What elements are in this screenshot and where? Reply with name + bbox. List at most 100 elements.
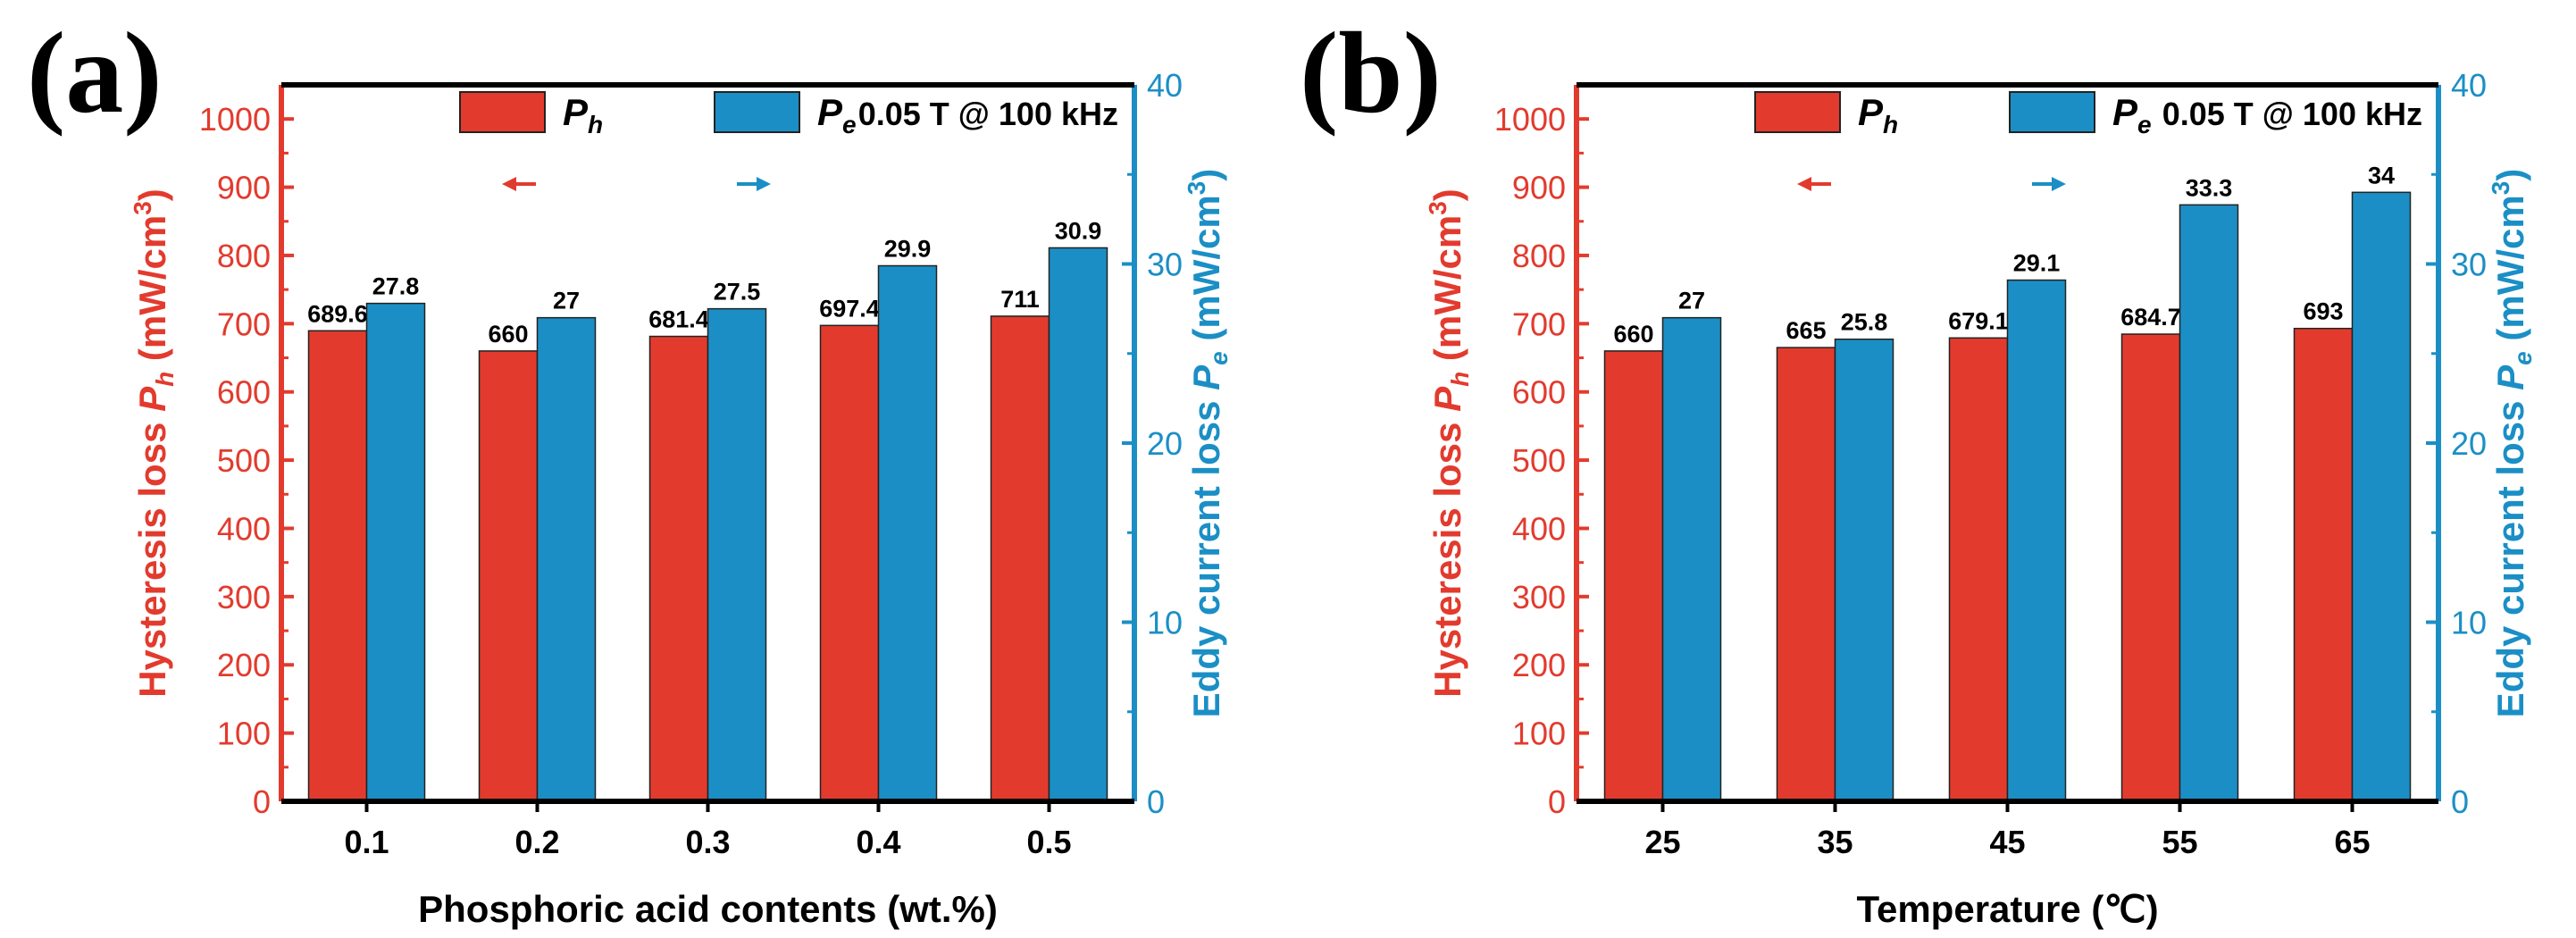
bar-hysteresis	[2293, 327, 2354, 802]
arrow-right-icon	[737, 177, 771, 191]
condition-annotation: 0.05 T @ 100 kHz	[2162, 96, 2422, 132]
data-label-eddy: 29.1	[2013, 250, 2061, 277]
data-label-eddy: 27.8	[372, 273, 420, 300]
panel-b: (b) 660 27 25 665 25.8 35 679.1 29.1 45 684.7 33.3 5…	[1300, 9, 2537, 930]
left-tick-label: 200	[217, 647, 271, 683]
bar-hysteresis	[1948, 337, 2009, 802]
left-tick-label: 1000	[199, 101, 271, 138]
left-tick-label: 600	[217, 374, 271, 411]
left-tick-label: 100	[217, 716, 271, 752]
data-label-eddy: 29.9	[884, 236, 932, 263]
right-tick-label: 40	[1147, 67, 1183, 104]
left-tick-label: 800	[1512, 238, 1566, 274]
panel-label: (a)	[27, 9, 163, 138]
legend-swatch-hysteresis	[459, 91, 546, 133]
right-tick-label: 20	[2451, 425, 2487, 462]
bar-hysteresis	[1776, 347, 1836, 802]
right-tick-label: 20	[1147, 425, 1183, 462]
data-label-eddy: 34	[2368, 162, 2395, 188]
bar-eddy	[536, 316, 597, 802]
x-axis-label: Phosphoric acid contents (wt.%)	[418, 888, 998, 930]
data-label-hysteresis: 697.4	[819, 295, 880, 322]
bar-hysteresis	[2120, 333, 2181, 802]
data-label-hysteresis: 711	[1000, 286, 1040, 313]
left-tick-label: 700	[1512, 306, 1566, 342]
bar-hysteresis	[648, 335, 709, 802]
bar-eddy	[877, 264, 938, 802]
left-tick-label: 900	[1512, 170, 1566, 206]
x-tick-label: 35	[1817, 824, 1853, 860]
data-label-eddy: 25.8	[1841, 309, 1888, 336]
legend-label-hysteresis: Ph	[563, 91, 603, 138]
x-tick-label: 25	[1644, 824, 1680, 860]
data-label-hysteresis: 660	[488, 321, 528, 348]
right-tick-label: 0	[1147, 783, 1165, 820]
bar-eddy	[2351, 191, 2412, 802]
legend-label-eddy: Pe	[2112, 91, 2152, 138]
data-label-hysteresis: 665	[1786, 317, 1826, 344]
right-tick-label: 30	[2451, 247, 2487, 283]
bar-eddy	[707, 307, 767, 802]
left-tick-label: 300	[1512, 579, 1566, 616]
legend-swatch-eddy	[714, 91, 800, 133]
bar-eddy	[1834, 338, 1894, 802]
panel-label: (b)	[1300, 9, 1442, 138]
arrow-right-icon	[2032, 177, 2066, 191]
bar-hysteresis	[1603, 350, 1664, 802]
left-tick-label: 600	[1512, 374, 1566, 411]
legend-swatch-eddy	[2009, 91, 2095, 133]
bar-eddy	[2179, 204, 2239, 802]
left-tick-label: 100	[1512, 716, 1566, 752]
left-tick-label: 900	[217, 170, 271, 206]
bar-eddy	[1048, 247, 1108, 802]
bar-hysteresis	[819, 324, 880, 802]
left-tick-label: 0	[253, 783, 271, 820]
data-label-hysteresis: 689.6	[307, 300, 368, 327]
x-tick-label: 0.4	[856, 824, 900, 860]
data-label-eddy: 27	[553, 288, 580, 314]
left-tick-label: 200	[1512, 647, 1566, 683]
left-tick-label: 500	[1512, 442, 1566, 479]
data-label-hysteresis: 693	[2303, 298, 2343, 325]
left-tick-label: 500	[217, 442, 271, 479]
right-tick-label: 40	[2451, 67, 2487, 104]
bar-eddy	[365, 302, 426, 802]
x-tick-label: 0.5	[1026, 824, 1071, 860]
left-tick-label: 700	[217, 306, 271, 342]
left-axis-label: Hysteresis loss Ph (mW/cm3)	[129, 188, 179, 698]
data-label-hysteresis: 679.1	[1948, 307, 2009, 334]
legend-swatch-hysteresis	[1754, 91, 1841, 133]
bar-hysteresis	[478, 350, 539, 802]
right-tick-label: 10	[2451, 605, 2487, 641]
left-tick-label: 400	[1512, 510, 1566, 547]
x-tick-label: 0.3	[685, 824, 730, 860]
data-label-hysteresis: 681.4	[648, 306, 709, 333]
left-tick-label: 1000	[1494, 101, 1566, 138]
legend-label-eddy: Pe	[817, 91, 857, 138]
arrow-left-icon	[1797, 177, 1831, 191]
x-tick-label: 0.1	[344, 824, 389, 860]
x-tick-label: 0.2	[514, 824, 559, 860]
left-axis-label: Hysteresis loss Ph (mW/cm3)	[1424, 188, 1474, 698]
data-label-eddy: 30.9	[1055, 217, 1102, 244]
left-tick-label: 300	[217, 579, 271, 616]
right-tick-label: 0	[2451, 783, 2469, 820]
left-tick-label: 0	[1548, 783, 1566, 820]
right-axis-label: Eddy current loss Pe (mW/cm3)	[1183, 169, 1233, 718]
right-tick-label: 10	[1147, 605, 1183, 641]
data-label-eddy: 33.3	[2186, 174, 2233, 201]
data-label-hysteresis: 684.7	[2120, 304, 2181, 331]
x-axis-label: Temperature (℃)	[1856, 888, 2158, 930]
panel-a: (a) 689.627.8 0.1 660 27 0.2 681.427.5 0.3 697.4…	[27, 9, 1233, 930]
left-tick-label: 400	[217, 510, 271, 547]
data-label-eddy: 27	[1678, 288, 1705, 314]
x-tick-label: 65	[2334, 824, 2370, 860]
condition-annotation: 0.05 T @ 100 kHz	[858, 96, 1118, 132]
bar-hysteresis	[307, 330, 368, 802]
x-tick-label: 45	[1989, 824, 2025, 860]
x-tick-label: 55	[2162, 824, 2197, 860]
left-tick-label: 800	[217, 238, 271, 274]
data-label-hysteresis: 660	[1613, 321, 1653, 348]
bar-eddy	[2006, 279, 2067, 802]
arrow-left-icon	[502, 177, 536, 191]
